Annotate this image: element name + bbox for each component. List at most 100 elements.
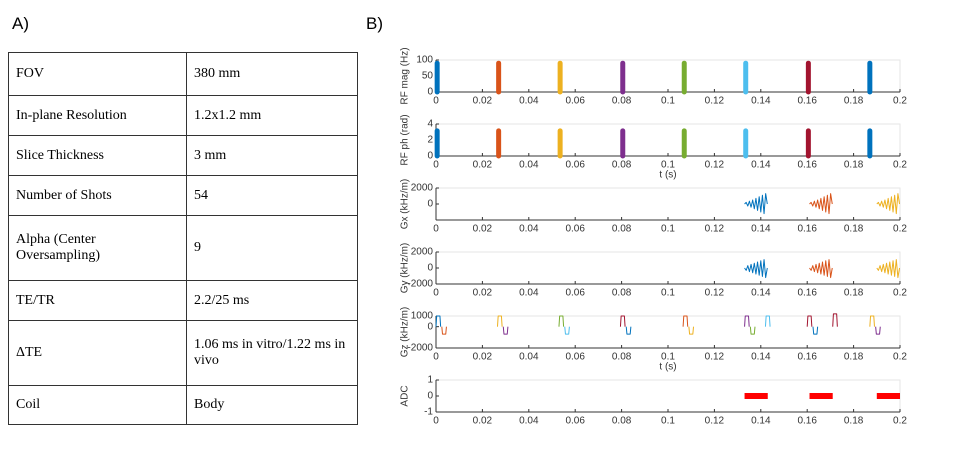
x-tick-label: 0.02: [473, 288, 493, 299]
x-tick-label: 0.12: [705, 416, 725, 427]
waveform: [502, 326, 509, 335]
waveform: [625, 326, 632, 335]
x-tick-label: 0.18: [844, 224, 864, 235]
x-tick-label: 0.1: [661, 352, 675, 363]
x-tick-label: 0.08: [612, 288, 632, 299]
waveform: [682, 315, 689, 327]
x-tick-label: 0.02: [473, 96, 493, 107]
table-row: Alpha (Center Oversampling) 9: [8, 215, 358, 281]
x-tick-label: 0.18: [844, 288, 864, 299]
plot-frame: [435, 59, 901, 93]
x-tick-label: 0.2: [893, 352, 907, 363]
x-tick-label: 0.16: [797, 352, 817, 363]
x-tick-label: 0.14: [751, 416, 771, 427]
x-tick-label: 0.14: [751, 96, 771, 107]
x-tick-label: 0.08: [612, 224, 632, 235]
x-tick-label: 0.16: [797, 288, 817, 299]
waveform: [441, 326, 447, 335]
y-tick-label: 1000: [411, 311, 434, 322]
waveform: [812, 326, 819, 335]
x-tick-label: 0.04: [519, 96, 539, 107]
param-value: 1.2x1.2 mm: [186, 95, 358, 136]
y-axis-label: Gx (kHz/m): [400, 179, 411, 230]
table-row: Slice Thickness 3 mm: [8, 135, 358, 176]
x-tick-label: 0: [433, 352, 439, 363]
panel-label: A): [12, 14, 29, 33]
x-tick-label: 0.08: [612, 96, 632, 107]
x-tick-label: 0.1: [661, 224, 675, 235]
panel-label: B): [366, 14, 383, 33]
y-axis-label: Gy (kHz/m): [400, 243, 411, 294]
plot-frame: [435, 315, 901, 349]
y-tick-label: 0: [427, 199, 433, 210]
x-tick-label: 0.06: [565, 224, 585, 235]
x-tick-label: 0.06: [565, 288, 585, 299]
x-tick-label: 0.12: [705, 288, 725, 299]
x-axis-label: t (s): [659, 362, 676, 373]
x-tick-label: 0.16: [797, 224, 817, 235]
x-tick-label: 0: [433, 288, 439, 299]
param-value: 3 mm: [186, 135, 358, 176]
waveform: [619, 315, 626, 327]
table-row: TE/TR 2.2/25 ms: [8, 280, 358, 321]
x-tick-label: 0.12: [705, 224, 725, 235]
x-tick-label: 0.02: [473, 160, 493, 171]
x-tick-label: 0.06: [565, 96, 585, 107]
table-row: ΔTE 1.06 ms in vitro/1.22 ms in vivo: [8, 320, 358, 386]
waveform: [744, 315, 750, 327]
waveform: [744, 193, 768, 215]
x-tick-label: 0.1: [661, 160, 675, 171]
x-tick-label: 0.08: [612, 352, 632, 363]
x-tick-label: 0: [433, 416, 439, 427]
param-name: Number of Shots: [8, 175, 187, 216]
waveform: [435, 315, 442, 327]
y-tick-label: 100: [416, 55, 433, 66]
x-tick-label: 0.06: [565, 160, 585, 171]
x-tick-label: 0: [433, 96, 439, 107]
x-tick-label: 0.2: [893, 416, 907, 427]
x-tick-label: 0.08: [612, 160, 632, 171]
x-tick-label: 0.02: [473, 224, 493, 235]
x-tick-label: 0.14: [751, 224, 771, 235]
x-tick-label: 0.04: [519, 224, 539, 235]
y-axis-label: Gz (kHz/m): [400, 307, 411, 358]
y-tick-label: 0: [427, 391, 433, 402]
waveform: [806, 315, 813, 327]
x-tick-label: 0.04: [519, 416, 539, 427]
x-tick-label: 0.2: [893, 96, 907, 107]
x-tick-label: 0.06: [565, 416, 585, 427]
x-tick-label: 0.04: [519, 288, 539, 299]
param-name: TE/TR: [8, 280, 187, 321]
y-axis-label: RF mag (Hz): [400, 47, 411, 104]
y-tick-label: 2000: [411, 183, 434, 194]
param-name: In-plane Resolution: [8, 95, 187, 136]
waveform: [809, 193, 833, 215]
y-tick-label: 1: [427, 375, 433, 386]
waveform: [876, 259, 901, 279]
y-tick-label: 0: [427, 87, 433, 98]
y-tick-label: 0: [427, 321, 433, 332]
plot-frame: [435, 123, 901, 157]
x-tick-label: 0.02: [473, 352, 493, 363]
x-tick-label: 0.16: [797, 96, 817, 107]
waveform: [832, 313, 838, 327]
param-value: 2.2/25 ms: [186, 280, 358, 321]
waveform: [764, 315, 771, 327]
x-tick-label: 0.02: [473, 416, 493, 427]
y-tick-label: 4: [427, 119, 433, 130]
table-row: Coil Body: [8, 385, 358, 425]
x-tick-label: 0.14: [751, 352, 771, 363]
y-tick-label: 50: [422, 71, 434, 82]
y-tick-label: 0: [427, 151, 433, 162]
waveform: [564, 326, 570, 335]
x-tick-label: 0.18: [844, 416, 864, 427]
x-tick-label: 0.18: [844, 160, 864, 171]
x-tick-label: 0.18: [844, 96, 864, 107]
param-name: Alpha (Center Oversampling): [8, 215, 187, 281]
y-tick-label: 2: [427, 135, 433, 146]
param-name: Coil: [8, 385, 187, 425]
waveform: [875, 326, 881, 335]
x-tick-label: 0: [433, 160, 439, 171]
plot-frame: [435, 187, 901, 221]
